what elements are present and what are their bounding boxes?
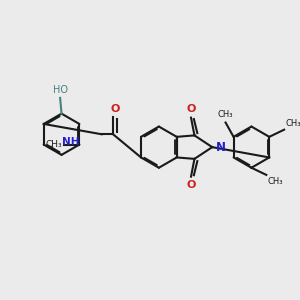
Text: O: O (110, 103, 119, 114)
Text: CH₃: CH₃ (285, 119, 300, 128)
Text: NH: NH (62, 137, 80, 147)
Text: O: O (186, 104, 196, 114)
Text: CH₃: CH₃ (267, 177, 283, 186)
Text: HO: HO (52, 85, 68, 95)
Text: CH₃: CH₃ (218, 110, 233, 119)
Text: CH₃: CH₃ (45, 140, 62, 149)
Text: O: O (186, 180, 196, 190)
Text: N: N (216, 141, 226, 154)
